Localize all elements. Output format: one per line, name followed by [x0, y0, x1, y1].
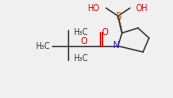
Text: O: O [102, 28, 108, 36]
Text: B: B [115, 11, 121, 20]
Text: H₃C: H₃C [73, 28, 88, 36]
Text: N: N [112, 40, 118, 49]
Text: H₃C: H₃C [73, 54, 88, 63]
Text: H₃C: H₃C [35, 41, 50, 50]
Text: OH: OH [136, 4, 148, 13]
Text: HO: HO [88, 4, 100, 13]
Text: O: O [81, 36, 87, 45]
